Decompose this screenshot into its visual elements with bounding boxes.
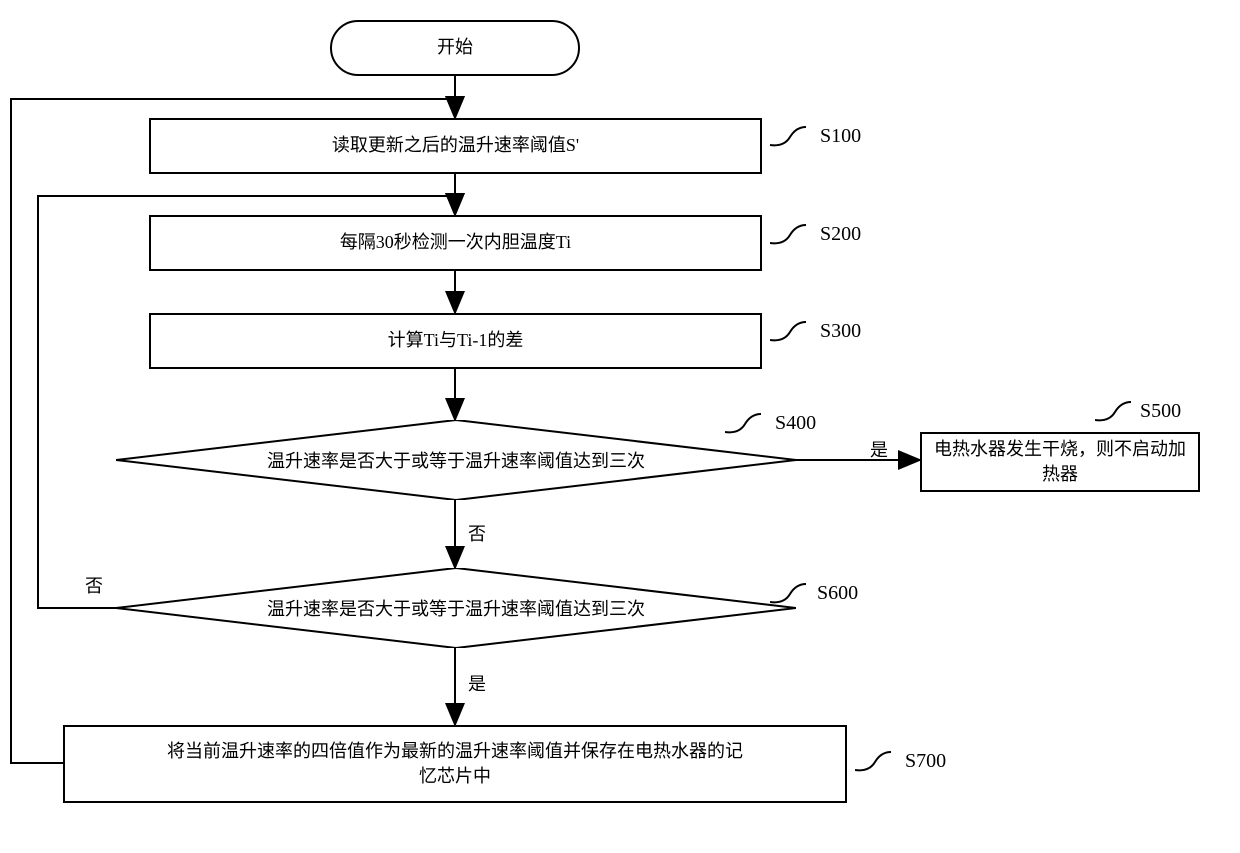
label-s100: S100: [820, 125, 861, 148]
node-s300: 计算Ti与Ti-1的差: [149, 313, 762, 369]
node-s700: 将当前温升速率的四倍值作为最新的温升速率阈值并保存在电热水器的记忆芯片中: [63, 725, 847, 803]
edge-label-s600-yes: 是: [468, 670, 486, 696]
label-s300: S300: [820, 320, 861, 343]
node-start: 开始: [330, 20, 580, 76]
node-s400-text: 温升速率是否大于或等于温升速率阈值达到三次: [267, 447, 645, 473]
connector-curve-s200: [770, 223, 806, 247]
label-s500: S500: [1140, 400, 1181, 423]
label-s200: S200: [820, 223, 861, 246]
node-start-text: 开始: [437, 35, 473, 60]
flowchart-container: 开始 读取更新之后的温升速率阈值S' 每隔30秒检测一次内胆温度Ti 计算Ti与…: [0, 0, 1240, 853]
node-s700-text: 将当前温升速率的四倍值作为最新的温升速率阈值并保存在电热水器的记忆芯片中: [165, 739, 745, 789]
connector-curve-s700: [855, 750, 891, 774]
node-s100: 读取更新之后的温升速率阈值S': [149, 118, 762, 174]
edge-label-s400-yes: 是: [870, 436, 888, 462]
connector-curve-s100: [770, 125, 806, 149]
label-s700: S700: [905, 750, 946, 773]
node-s100-text: 读取更新之后的温升速率阈值S': [332, 133, 579, 158]
connector-curve-s300: [770, 320, 806, 344]
connector-curve-s400: [725, 412, 761, 436]
label-s400: S400: [775, 412, 816, 435]
node-s200-text: 每隔30秒检测一次内胆温度Ti: [340, 230, 571, 255]
node-s600-text: 温升速率是否大于或等于温升速率阈值达到三次: [267, 595, 645, 621]
node-s200: 每隔30秒检测一次内胆温度Ti: [149, 215, 762, 271]
node-s400: 温升速率是否大于或等于温升速率阈值达到三次: [116, 420, 796, 500]
node-s600: 温升速率是否大于或等于温升速率阈值达到三次: [116, 568, 796, 648]
node-s500-text: 电热水器发生干烧，则不启动加热器: [932, 437, 1188, 487]
label-s600: S600: [817, 582, 858, 605]
node-s500: 电热水器发生干烧，则不启动加热器: [920, 432, 1200, 492]
edge-label-s400-no: 否: [468, 520, 486, 546]
node-s300-text: 计算Ti与Ti-1的差: [388, 328, 524, 353]
connector-curve-s600: [770, 582, 806, 606]
connector-curve-s500: [1095, 400, 1131, 424]
edge-label-s600-no: 否: [85, 572, 103, 598]
